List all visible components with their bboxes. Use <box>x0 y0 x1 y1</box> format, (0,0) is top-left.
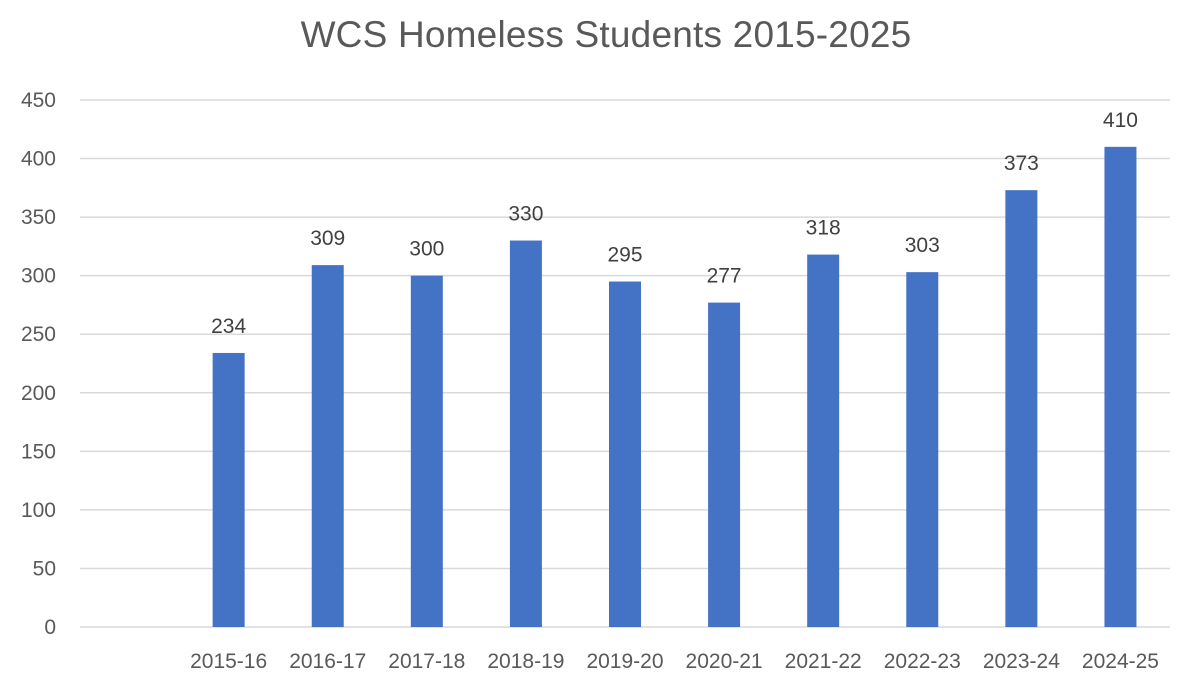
data-label: 309 <box>310 227 345 250</box>
y-tick-label: 450 <box>21 89 56 112</box>
x-tick-label: 2019-20 <box>586 650 663 673</box>
bars <box>212 146 1137 628</box>
bar <box>609 281 641 627</box>
bar <box>1104 146 1137 627</box>
x-tick-label: 2022-23 <box>884 650 961 673</box>
y-tick-label: 0 <box>44 616 56 639</box>
data-label: 410 <box>1103 109 1138 132</box>
data-label: 318 <box>806 217 841 240</box>
data-labels: 234 309 300 330 295 277 318 303 373 410 <box>211 109 1138 338</box>
y-tick-label: 400 <box>21 148 56 171</box>
x-tick-label: 2015-16 <box>190 650 267 673</box>
y-tick-label: 100 <box>21 499 56 522</box>
y-tick-label: 350 <box>21 206 56 229</box>
x-tick-label: 2017-18 <box>388 650 465 673</box>
bar <box>906 272 939 627</box>
data-label: 234 <box>211 315 246 338</box>
y-tick-label: 50 <box>33 557 56 580</box>
bar <box>807 254 840 627</box>
x-axis-ticks: 2015-16 2016-17 2017-18 2018-19 2019-20 2020-… <box>190 650 1159 673</box>
x-tick-label: 2023-24 <box>983 650 1060 673</box>
bar <box>708 302 741 627</box>
x-tick-label: 2024-25 <box>1082 650 1159 673</box>
x-tick-label: 2021-22 <box>785 650 862 673</box>
data-label: 277 <box>707 265 742 288</box>
data-label: 330 <box>508 203 543 226</box>
y-tick-label: 300 <box>21 265 56 288</box>
data-label: 295 <box>607 244 642 267</box>
y-axis-ticks: 0 50 100 150 200 250 300 350 400 450 <box>21 89 56 639</box>
bar <box>212 352 245 627</box>
data-label: 300 <box>409 238 444 261</box>
x-tick-label: 2020-21 <box>686 650 763 673</box>
data-label: 303 <box>905 234 940 257</box>
x-tick-label: 2018-19 <box>487 650 564 673</box>
y-tick-label: 200 <box>21 382 56 405</box>
data-label: 373 <box>1004 152 1039 175</box>
bar <box>311 265 344 627</box>
x-tick-label: 2016-17 <box>289 650 366 673</box>
bar <box>509 240 542 628</box>
bar <box>410 275 443 627</box>
bar <box>1005 190 1038 628</box>
chart-title: WCS Homeless Students 2015-2025 <box>300 14 912 55</box>
y-tick-label: 150 <box>21 440 56 463</box>
y-tick-label: 250 <box>21 323 56 346</box>
